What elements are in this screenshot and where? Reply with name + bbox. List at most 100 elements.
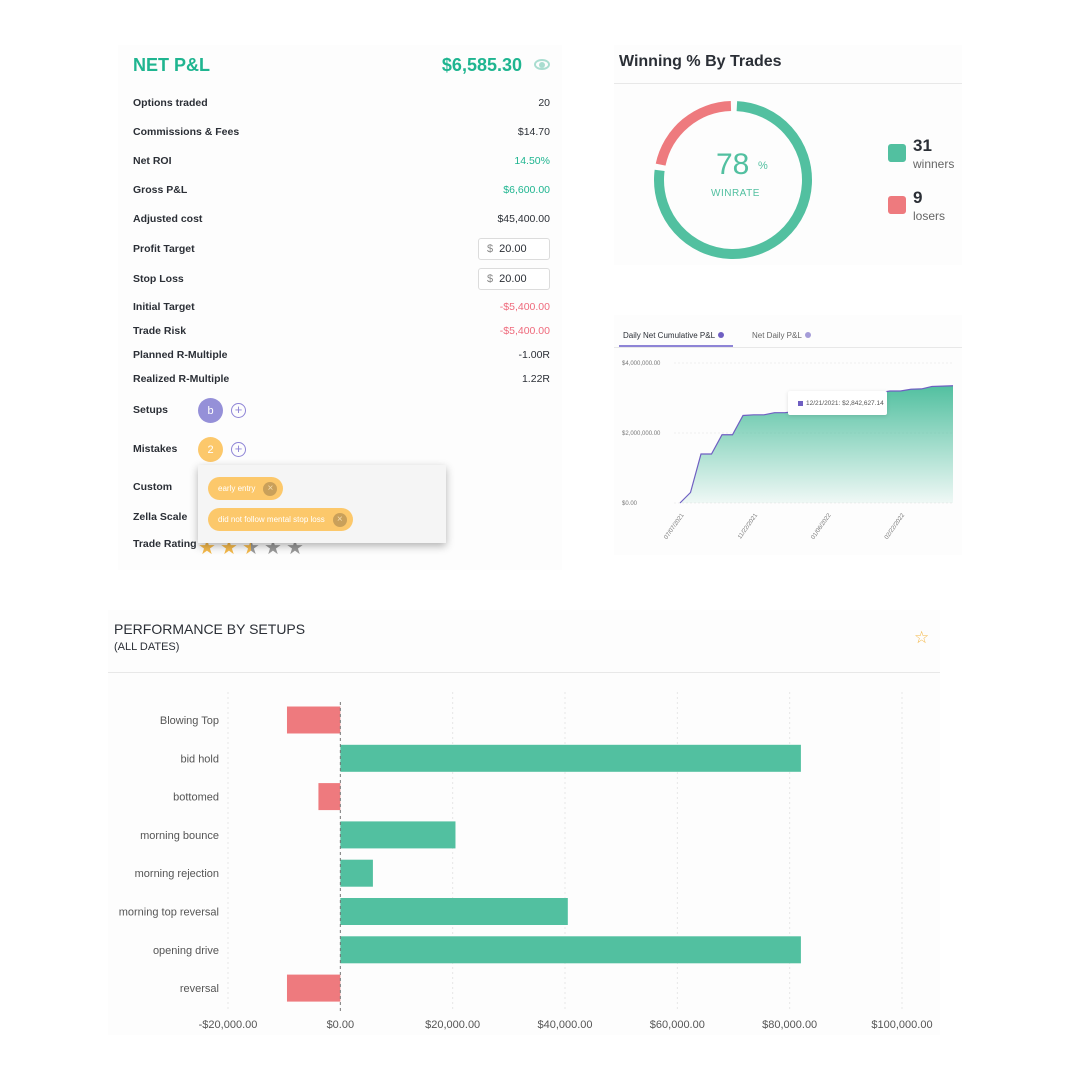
divider: [614, 83, 962, 84]
profit-target-row: Profit Target $20.00: [133, 238, 550, 260]
divider: [614, 347, 962, 348]
stat-row: Realized R-Multiple 1.22R: [133, 369, 550, 389]
stat-value: $14.70: [517, 126, 550, 138]
cumulative-chart: $4,000,000.00 $2,000,000.00 $0.00 07/07/202…: [622, 361, 954, 541]
mistake-tag-label: did not follow mental stop loss: [218, 515, 325, 524]
mistake-tag[interactable]: early entry ×: [208, 477, 284, 500]
y-tick-label: $2,000,000.00: [622, 431, 661, 437]
stat-value: -$5,400.00: [499, 301, 550, 313]
x-tick-label: 07/07/2021: [663, 512, 686, 541]
y-tick-label: $4,000,000.00: [622, 361, 661, 367]
setups-label: Setups: [133, 404, 169, 416]
stat-value: 14.50%: [514, 155, 550, 167]
stat-label: Realized R-Multiple: [133, 373, 230, 385]
x-tick-label: $0.00: [327, 1019, 355, 1031]
winners-count: 31: [913, 136, 932, 155]
divider: [108, 672, 940, 673]
stat-label: Options traded: [133, 97, 208, 109]
category-label: morning rejection: [135, 868, 219, 880]
x-tick-label: 11/22/2021: [737, 512, 759, 540]
category-label: reversal: [180, 983, 219, 995]
winning-percent-card: Winning % By Trades 78 % WINRATE 31 winn…: [614, 45, 962, 265]
category-label: opening drive: [153, 945, 219, 957]
stat-value: -$5,400.00: [499, 325, 550, 337]
stat-label: Trade Risk: [133, 325, 187, 337]
tab-daily-net-cumulative[interactable]: Daily Net Cumulative P&L: [623, 331, 725, 340]
currency-symbol: $: [487, 273, 494, 285]
winrate-caption: WINRATE: [711, 188, 760, 199]
favorite-star-icon[interactable]: ☆: [914, 628, 930, 647]
stat-row: Gross P&L $6,600.00: [133, 180, 550, 200]
winrate-donut: [654, 100, 812, 259]
zella-scale-label: Zella Scale: [133, 511, 188, 523]
mistake-tag-label: early entry: [218, 484, 256, 493]
tab-net-daily[interactable]: Net Daily P&L: [752, 331, 811, 340]
stat-value: 20: [538, 97, 550, 109]
stop-loss-row: Stop Loss $20.00: [133, 268, 550, 290]
stat-label: Initial Target: [133, 301, 195, 313]
winners-arc: [654, 100, 812, 259]
stat-label: Commissions & Fees: [133, 126, 240, 138]
setups-bar-chart: -$20,000.00 $0.00 $20,000.00 $40,000.00 $60,…: [119, 692, 933, 1031]
trade-rating-label: Trade Rating: [133, 538, 197, 550]
x-tick-label: 02/22/2022: [884, 512, 907, 541]
tab-label: Daily Net Cumulative P&L: [623, 331, 716, 340]
profit-target-value: 20.00: [499, 243, 527, 255]
x-tick-label: $80,000.00: [762, 1019, 817, 1031]
eye-icon[interactable]: [534, 59, 550, 70]
winners-label: winners: [913, 157, 955, 171]
mistake-tag[interactable]: did not follow mental stop loss ×: [208, 508, 353, 531]
profit-target-input[interactable]: $20.00: [478, 238, 550, 260]
losers-count: 9: [913, 188, 923, 207]
custom-label: Custom: [133, 481, 173, 493]
cumulative-area: [680, 385, 953, 503]
net-pnl-card: NET P&L $6,585.30 Options traded 20 Commis…: [118, 45, 562, 570]
stat-label: Planned R-Multiple: [133, 349, 228, 361]
tooltip-text: 12/21/2021: $2,842,627.14: [806, 399, 884, 407]
percent-sign: %: [758, 160, 768, 172]
category-label: morning bounce: [140, 830, 219, 842]
mistakes-badge[interactable]: 2: [198, 437, 223, 462]
add-setup-icon[interactable]: +: [231, 403, 246, 418]
stat-value: $45,400.00: [497, 213, 550, 225]
stat-row: Planned R-Multiple -1.00R: [133, 345, 550, 365]
x-tick-label: $100,000.00: [871, 1019, 932, 1031]
setup-bar: [318, 783, 341, 811]
info-icon: [718, 332, 725, 338]
cumulative-pnl-card: Daily Net Cumulative P&L Net Daily P&L $…: [614, 315, 962, 555]
category-label: bid hold: [180, 753, 219, 765]
setup-badge[interactable]: b: [198, 398, 223, 423]
category-label: bottomed: [173, 792, 219, 804]
setup-bar: [340, 744, 801, 772]
stat-label: Adjusted cost: [133, 213, 203, 225]
stop-loss-label: Stop Loss: [133, 273, 184, 285]
tooltip-swatch: [798, 400, 803, 406]
stat-value: 1.22R: [521, 373, 550, 385]
profit-target-label: Profit Target: [133, 243, 195, 255]
stat-row: Options traded 20: [133, 93, 550, 113]
x-tick-label: $20,000.00: [425, 1019, 480, 1031]
setup-bar: [340, 936, 801, 964]
losers-arc: [654, 101, 812, 259]
losers-label: losers: [913, 209, 946, 223]
stop-loss-value: 20.00: [499, 273, 527, 285]
category-label: Blowing Top: [160, 715, 219, 727]
pnl-title: NET P&L: [133, 55, 211, 75]
setup-bar: [340, 821, 456, 849]
add-mistake-icon[interactable]: +: [231, 442, 246, 457]
remove-tag-icon[interactable]: ×: [263, 481, 278, 496]
performance-by-setups-card: PERFORMANCE BY SETUPS (ALL DATES) ☆ -$20…: [108, 610, 940, 1035]
remove-tag-icon[interactable]: ×: [332, 512, 347, 527]
y-tick-label: $0.00: [622, 501, 638, 507]
winrate-percent: 78: [716, 148, 750, 181]
stop-loss-input[interactable]: $20.00: [478, 268, 550, 290]
active-tab-underline: [619, 345, 733, 347]
winning-title: Winning % By Trades: [619, 53, 782, 70]
stat-row: Commissions & Fees $14.70: [133, 122, 550, 142]
stat-row: Net ROI 14.50%: [133, 151, 550, 171]
stat-value: $6,600.00: [503, 184, 550, 196]
x-tick-label: $40,000.00: [537, 1019, 592, 1031]
chart-tooltip: 12/21/2021: $2,842,627.14: [788, 391, 887, 415]
stat-label: Net ROI: [133, 155, 172, 167]
winners-legend-swatch: [888, 144, 906, 162]
